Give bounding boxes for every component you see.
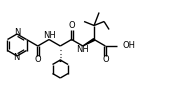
- Polygon shape: [83, 39, 95, 46]
- Text: NH: NH: [77, 45, 89, 54]
- Text: N: N: [13, 53, 20, 62]
- Text: O: O: [102, 55, 109, 64]
- Text: N: N: [14, 28, 21, 37]
- Text: O: O: [68, 22, 75, 30]
- Text: O: O: [34, 55, 41, 64]
- Text: NH: NH: [43, 32, 55, 40]
- Text: OH: OH: [122, 42, 135, 50]
